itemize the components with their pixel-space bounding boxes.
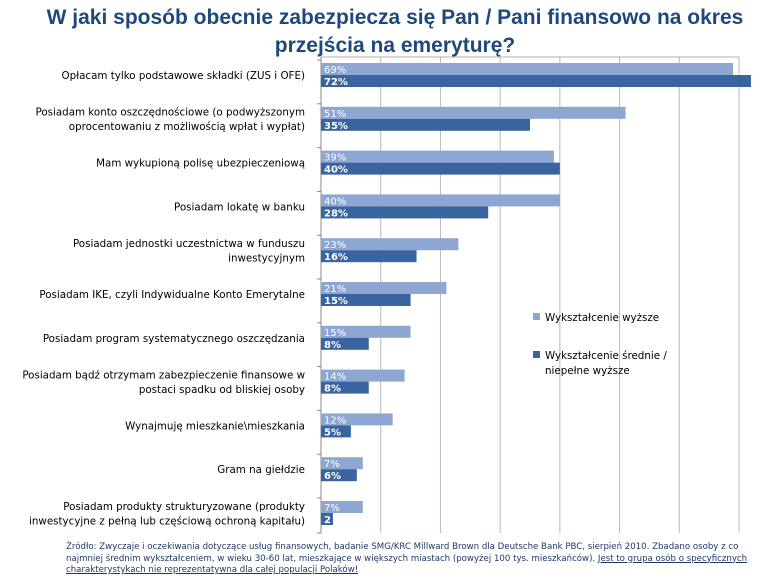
bar — [321, 457, 363, 470]
legend-label: niepełne wyższe — [545, 365, 630, 377]
bar — [321, 250, 417, 263]
bar — [321, 162, 560, 175]
category-label: Posiadam konto oszczędnościowe (o podwyż… — [35, 107, 305, 119]
chart-title: W jaki sposób obecnie zabezpiecza się Pa… — [46, 6, 744, 57]
bar — [321, 106, 626, 119]
data-label: 7% — [324, 503, 340, 514]
bar — [321, 413, 393, 426]
data-label: 12% — [324, 415, 346, 426]
data-label: 14% — [324, 372, 346, 383]
legend-label: Wykształcenie średnie / — [545, 350, 667, 362]
bar — [321, 194, 560, 207]
category-label: Wynajmuję mieszkanie\mieszkania — [125, 420, 305, 432]
data-label: 21% — [324, 284, 346, 295]
bar — [321, 238, 459, 251]
data-label: 2 — [324, 515, 331, 526]
bar — [321, 294, 411, 306]
data-label: 28% — [324, 208, 348, 219]
data-label: 39% — [324, 153, 346, 164]
category-label: oprocentowaniu z możliwością wpłat i wyp… — [69, 121, 305, 133]
data-label: 51% — [324, 109, 346, 120]
category-label: Posiadam produkty strukturyzowane (produ… — [63, 501, 305, 513]
bar — [321, 282, 447, 294]
category-label: Posiadam program systematycznego oszczęd… — [43, 333, 305, 345]
data-label: 15% — [324, 328, 346, 339]
data-label: 23% — [324, 240, 346, 251]
legend-swatch — [533, 313, 540, 320]
source-disclaimer: Jest to grupa osób o specyficznych chara… — [66, 553, 748, 576]
legend-swatch — [533, 351, 540, 358]
category-label: Posiadam IKE, czyli Indywidualne Konto E… — [39, 289, 305, 301]
category-label: Posiadam lokatę w banku — [174, 201, 305, 213]
category-label: Opłacam tylko podstawowe składki (ZUS i … — [62, 70, 305, 82]
data-label: 69% — [324, 65, 346, 76]
data-label: 72% — [324, 77, 348, 88]
data-label: 16% — [324, 252, 348, 263]
data-label: 40% — [324, 196, 346, 207]
data-label: 15% — [324, 296, 348, 307]
legend-label: Wykształcenie wyższe — [545, 312, 659, 324]
source-note: Źródło: Zwyczaje i oczekiwania dotyczące… — [66, 542, 766, 577]
data-label: 8% — [324, 340, 341, 351]
data-label: 7% — [324, 459, 340, 470]
bar — [321, 150, 554, 163]
data-label: 40% — [324, 165, 348, 176]
category-label: Gram na giełdzie — [217, 464, 305, 476]
data-label: 5% — [324, 427, 341, 438]
bar — [321, 206, 489, 219]
category-label: Posiadam jednostki uczestnictwa w fundus… — [73, 238, 305, 250]
bar — [321, 325, 411, 338]
bar — [321, 118, 530, 131]
bar — [321, 337, 369, 350]
bar — [321, 425, 351, 438]
source-text: Źródło: Zwyczaje i oczekiwania dotyczące… — [66, 542, 739, 564]
bar — [321, 369, 405, 382]
bar — [321, 501, 363, 513]
data-label: 8% — [324, 384, 341, 395]
data-label: 35% — [324, 121, 348, 132]
bar — [321, 63, 734, 75]
bar — [321, 381, 369, 394]
category-label: Mam wykupioną polisę ubezpieczeniową — [96, 158, 305, 170]
category-label: Posiadam bądź otrzymam zabezpieczenie fi… — [22, 369, 305, 381]
category-label: postaci spadku od bliskiej osoby — [139, 384, 305, 396]
category-label: inwestycyjnym — [228, 252, 305, 264]
category-label: inwestycyjne z pełną lub częściową ochro… — [29, 515, 305, 527]
bar — [321, 513, 333, 525]
bar — [321, 75, 751, 87]
bar — [321, 469, 357, 482]
data-label: 6% — [324, 471, 341, 482]
